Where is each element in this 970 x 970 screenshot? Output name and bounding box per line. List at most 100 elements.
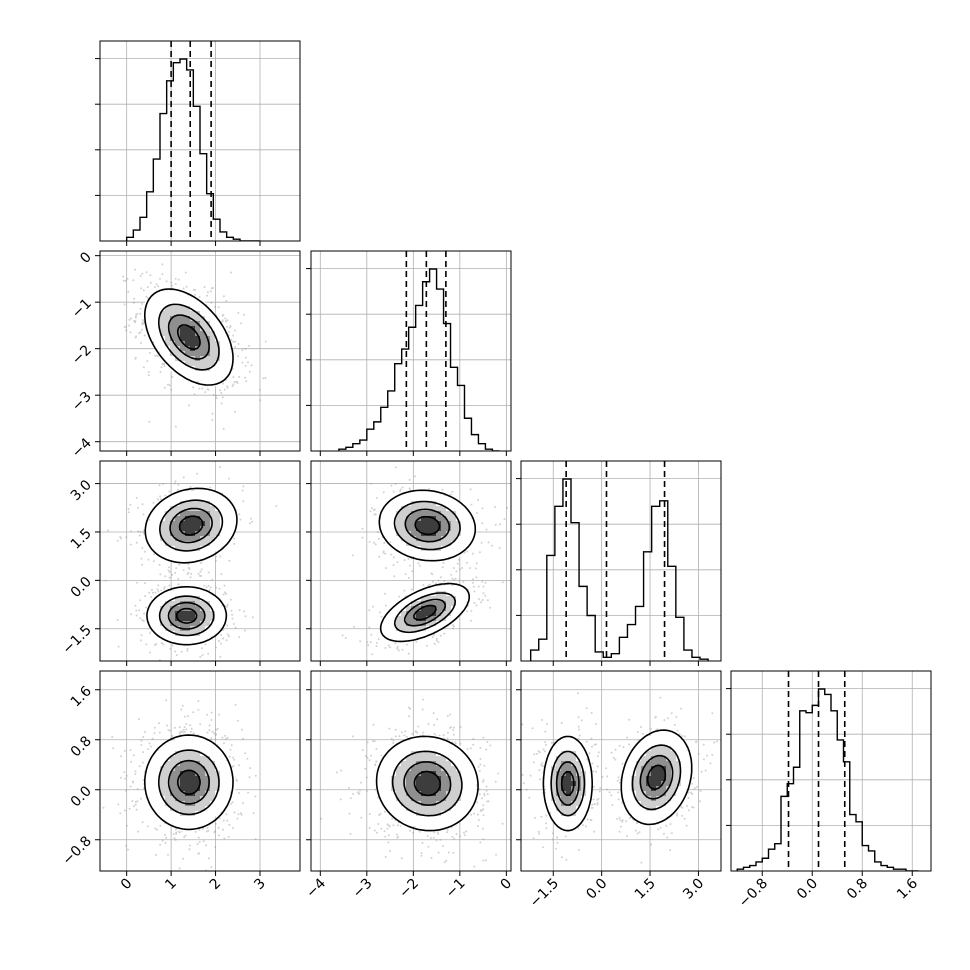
density-cell <box>461 801 467 807</box>
density-cell <box>150 756 156 762</box>
density-cell <box>180 596 186 602</box>
density-cell <box>461 511 467 517</box>
density-cell <box>165 616 171 622</box>
density-cell <box>205 496 211 502</box>
density-cell <box>426 746 432 752</box>
density-cell <box>556 751 562 757</box>
density-cell <box>225 781 231 787</box>
density-cell <box>210 501 216 507</box>
density-cell <box>646 741 652 747</box>
density-cell <box>566 741 572 747</box>
density-cell <box>556 761 562 767</box>
density-cell <box>421 501 427 507</box>
density-cell <box>456 801 462 807</box>
density-cell <box>436 511 442 517</box>
density-cell <box>165 551 171 557</box>
density-cell <box>195 326 201 332</box>
density-cell <box>205 811 211 817</box>
density-cell <box>436 611 442 617</box>
density-cell <box>200 526 206 532</box>
density-cell <box>666 801 672 807</box>
density-cell <box>386 526 392 532</box>
density-cell <box>225 791 231 797</box>
contour-line <box>550 744 682 817</box>
density-cell <box>441 501 447 507</box>
density-cell <box>466 536 472 542</box>
density-cell <box>145 776 151 782</box>
density-cell <box>391 621 397 627</box>
density-cell <box>666 791 672 797</box>
density-cell <box>451 816 457 822</box>
density-cell <box>421 556 427 562</box>
density-cell <box>205 376 211 382</box>
density-cell <box>180 741 186 747</box>
density-cell <box>576 766 582 772</box>
density-cell <box>636 766 642 772</box>
density-cell <box>466 791 472 797</box>
density-cell <box>160 776 166 782</box>
density-cell <box>170 336 176 342</box>
density-cell <box>225 351 231 357</box>
density-cell <box>205 516 211 522</box>
density-cell <box>471 526 477 532</box>
density-cell <box>426 626 432 632</box>
density-cell <box>180 306 186 312</box>
density-cell <box>401 626 407 632</box>
density-cell <box>446 601 452 607</box>
density-cell <box>185 746 191 752</box>
density-cell <box>155 776 161 782</box>
density-cell <box>215 321 221 327</box>
density-cell <box>210 551 216 557</box>
density-cell <box>676 736 682 742</box>
density-cell <box>581 766 587 772</box>
density-cell <box>210 491 216 497</box>
density-cell <box>421 491 427 497</box>
density-cell <box>661 796 667 802</box>
density-cell <box>200 546 206 552</box>
density-cell <box>165 791 171 797</box>
density-cell <box>466 761 472 767</box>
density-cell <box>451 806 457 812</box>
density-cell <box>180 291 186 297</box>
density-cell <box>170 591 176 597</box>
density-cell <box>571 816 577 822</box>
density-cell <box>165 521 171 527</box>
density-cell <box>401 771 407 777</box>
density-cell <box>421 816 427 822</box>
density-cell <box>205 621 211 627</box>
density-cell <box>426 496 432 502</box>
density-cell <box>671 751 677 757</box>
density-cell <box>200 806 206 812</box>
density-cell <box>190 351 196 357</box>
density-cell <box>185 296 191 302</box>
density-cell <box>561 741 567 747</box>
density-cell <box>456 516 462 522</box>
density-cell <box>461 531 467 537</box>
density-cell <box>195 376 201 382</box>
density-cell <box>155 621 161 627</box>
density-cell <box>676 761 682 767</box>
density-cell <box>566 746 572 752</box>
density-cell <box>411 491 417 497</box>
density-cell <box>651 816 657 822</box>
density-cell <box>175 811 181 817</box>
density-cell <box>621 786 627 792</box>
density-cell <box>401 791 407 797</box>
density-cell <box>391 626 397 632</box>
density-cell <box>195 516 201 522</box>
density-cell <box>391 606 397 612</box>
density-cell <box>155 811 161 817</box>
density-cell <box>210 361 216 367</box>
density-cell <box>190 501 196 507</box>
density-cell <box>396 506 402 512</box>
density-cell <box>160 291 166 297</box>
density-cell <box>200 816 206 822</box>
density-cell <box>636 761 642 767</box>
density-cell <box>150 516 156 522</box>
density-cell <box>406 821 412 827</box>
density-cell <box>661 801 667 807</box>
density-cell <box>411 796 417 802</box>
density-cell <box>155 541 161 547</box>
density-cell <box>396 756 402 762</box>
density-cell <box>401 766 407 772</box>
